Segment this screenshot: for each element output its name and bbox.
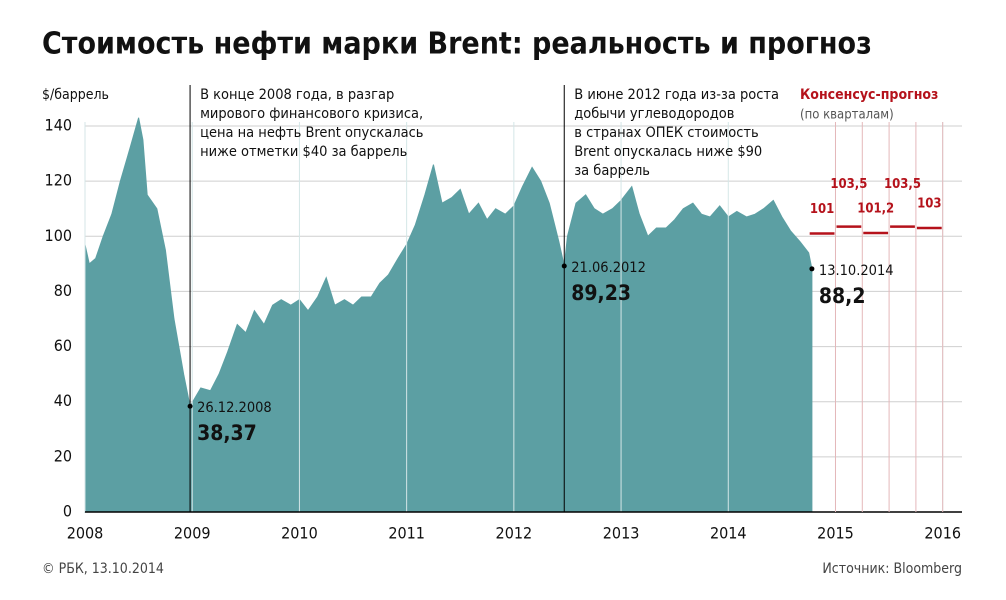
x-tick-label: 2015	[817, 524, 854, 543]
x-tick-label: 2014	[710, 524, 747, 543]
x-tick-label: 2011	[388, 524, 425, 543]
highlight-date: 26.12.2008	[197, 400, 272, 416]
highlight-dot	[561, 263, 567, 269]
footer-left: © РБК, 13.10.2014	[42, 561, 164, 577]
highlight-date: 21.06.2012	[571, 260, 646, 276]
highlight-value: 38,37	[197, 421, 257, 445]
highlight-value: 88,2	[819, 284, 866, 308]
y-tick-label: 20	[54, 446, 72, 465]
y-tick-label: 40	[54, 391, 72, 410]
y-tick-label: 0	[63, 502, 72, 521]
forecast-label: 103,5	[830, 177, 867, 192]
note-text: В июне 2012 года из-за роста	[574, 87, 779, 103]
note-text: цена на нефть Brent опускалась	[200, 125, 423, 141]
x-tick-label: 2016	[924, 524, 961, 543]
note-text: В конце 2008 года, в разгар	[200, 87, 394, 103]
y-tick-label: 100	[45, 226, 72, 245]
forecast-label: 103	[917, 197, 941, 212]
y-tick-label: 80	[54, 281, 72, 300]
forecast-label: 101,2	[857, 201, 894, 216]
note-text: в странах ОПЕК стоимость	[574, 125, 759, 141]
highlight-value: 89,23	[571, 281, 631, 305]
forecast-subtitle: (по кварталам)	[800, 108, 894, 123]
note-text: ниже отметки $40 за баррель	[200, 144, 407, 160]
y-tick-label: 120	[45, 171, 72, 190]
x-tick-label: 2010	[281, 524, 318, 543]
forecast-label: 103,5	[884, 177, 921, 192]
chart-title: Стоимость нефти марки Brent: реальность …	[42, 27, 872, 62]
y-axis-label: $/баррель	[42, 87, 109, 103]
x-tick-label: 2013	[603, 524, 640, 543]
note-text: мирового финансового кризиса,	[200, 106, 423, 122]
forecast-label: 101	[810, 202, 834, 217]
highlight-dot	[187, 403, 193, 409]
y-tick-label: 140	[45, 116, 72, 135]
footer-right: Источник: Bloomberg	[822, 561, 962, 577]
x-tick-label: 2009	[174, 524, 211, 543]
highlight-date: 13.10.2014	[819, 263, 894, 279]
area	[84, 117, 813, 513]
note-text: Brent опускалась ниже $90	[574, 144, 762, 160]
highlight-dot	[809, 266, 815, 272]
y-tick-label: 60	[54, 336, 72, 355]
x-tick-label: 2008	[67, 524, 104, 543]
note-text: за баррель	[574, 163, 650, 179]
x-tick-label: 2012	[496, 524, 533, 543]
note-text: добычи углеводородов	[574, 106, 734, 122]
forecast-title: Консенсус-прогноз	[800, 87, 938, 103]
